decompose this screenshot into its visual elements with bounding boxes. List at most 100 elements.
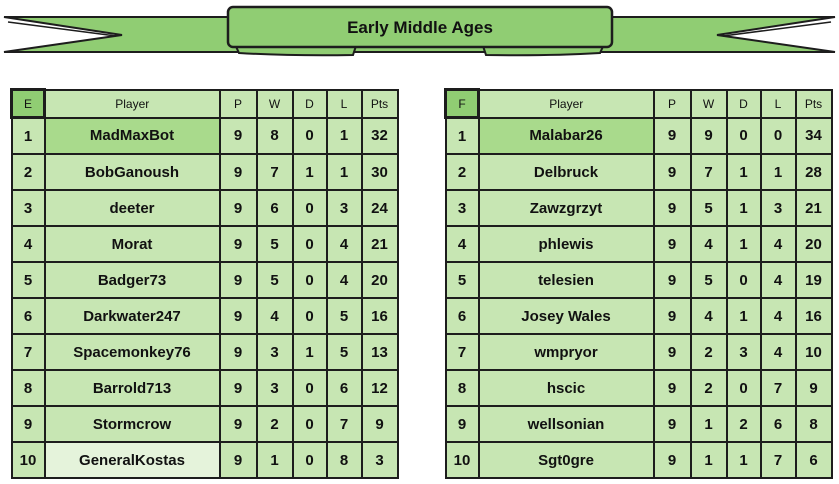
points-cell: 19 <box>794 261 833 299</box>
wins-cell: 5 <box>689 189 728 227</box>
played-cell: 9 <box>652 189 692 227</box>
draws-cell: 1 <box>725 225 762 263</box>
player-cell: wmpryor <box>477 333 655 371</box>
draws-header-cell: D <box>291 88 328 119</box>
player-cell: Zawzgrzyt <box>477 189 655 227</box>
ribbon-title-block <box>226 5 614 49</box>
table-row: 9 Stormcrow 9 2 0 7 9 <box>10 405 399 443</box>
player-cell: deeter <box>43 189 221 227</box>
header-row: E Player P W D L Pts <box>10 88 399 119</box>
table-row: 5 Badger73 9 5 0 4 20 <box>10 261 399 299</box>
group-letter-cell: E <box>10 88 46 119</box>
draws-cell: 1 <box>725 153 762 191</box>
league-table-group-f: F Player P W D L Pts 1 Malabar26 9 9 0 0 34 2 De… <box>444 88 833 479</box>
losses-cell: 7 <box>759 369 797 407</box>
played-cell: 9 <box>218 261 258 299</box>
played-header-cell: P <box>652 88 692 119</box>
points-header-cell: Pts <box>360 88 399 119</box>
rank-cell: 1 <box>10 116 46 155</box>
player-cell: Darkwater247 <box>43 297 221 335</box>
player-header-cell: Player <box>477 88 655 119</box>
rank-cell: 6 <box>444 297 480 335</box>
played-cell: 9 <box>218 333 258 371</box>
points-cell: 9 <box>360 405 399 443</box>
points-cell: 8 <box>794 405 833 443</box>
player-cell: MadMaxBot <box>43 116 221 155</box>
draws-cell: 1 <box>725 189 762 227</box>
player-cell: Delbruck <box>477 153 655 191</box>
draws-cell: 0 <box>291 297 328 335</box>
losses-cell: 5 <box>325 333 363 371</box>
player-cell: phlewis <box>477 225 655 263</box>
player-cell: Josey Wales <box>477 297 655 335</box>
points-cell: 20 <box>794 225 833 263</box>
draws-cell: 2 <box>725 405 762 443</box>
losses-cell: 6 <box>325 369 363 407</box>
draws-cell: 1 <box>291 333 328 371</box>
wins-cell: 7 <box>255 153 294 191</box>
losses-cell: 4 <box>759 297 797 335</box>
rank-cell: 6 <box>10 297 46 335</box>
played-cell: 9 <box>652 116 692 155</box>
player-cell: Stormcrow <box>43 405 221 443</box>
player-cell: wellsonian <box>477 405 655 443</box>
losses-cell: 3 <box>759 189 797 227</box>
rank-cell: 5 <box>10 261 46 299</box>
wins-cell: 7 <box>689 153 728 191</box>
points-cell: 10 <box>794 333 833 371</box>
wins-cell: 9 <box>689 116 728 155</box>
points-cell: 16 <box>360 297 399 335</box>
player-cell: Malabar26 <box>477 116 655 155</box>
rank-cell: 4 <box>444 225 480 263</box>
rank-cell: 2 <box>10 153 46 191</box>
rank-cell: 8 <box>10 369 46 407</box>
played-cell: 9 <box>218 189 258 227</box>
draws-cell: 0 <box>291 441 328 479</box>
rank-cell: 7 <box>444 333 480 371</box>
table-row: 2 BobGanoush 9 7 1 1 30 <box>10 153 399 191</box>
wins-header-cell: W <box>255 88 294 119</box>
player-cell: Barrold713 <box>43 369 221 407</box>
losses-cell: 6 <box>759 405 797 443</box>
draws-cell: 0 <box>291 405 328 443</box>
points-cell: 32 <box>360 116 399 155</box>
wins-cell: 5 <box>255 225 294 263</box>
played-cell: 9 <box>218 225 258 263</box>
table-row: 7 wmpryor 9 2 3 4 10 <box>444 333 833 371</box>
rank-cell: 5 <box>444 261 480 299</box>
losses-cell: 4 <box>759 333 797 371</box>
played-cell: 9 <box>652 261 692 299</box>
points-cell: 3 <box>360 441 399 479</box>
group-letter-cell: F <box>444 88 480 119</box>
wins-cell: 2 <box>689 333 728 371</box>
player-cell: BobGanoush <box>43 153 221 191</box>
wins-cell: 3 <box>255 333 294 371</box>
points-cell: 20 <box>360 261 399 299</box>
table-row: 4 phlewis 9 4 1 4 20 <box>444 225 833 263</box>
played-header-cell: P <box>218 88 258 119</box>
header-row: F Player P W D L Pts <box>444 88 833 119</box>
table-row: 6 Josey Wales 9 4 1 4 16 <box>444 297 833 335</box>
draws-cell: 0 <box>291 369 328 407</box>
losses-cell: 0 <box>759 116 797 155</box>
points-cell: 13 <box>360 333 399 371</box>
draws-header-cell: D <box>725 88 762 119</box>
rank-cell: 1 <box>444 116 480 155</box>
rank-cell: 9 <box>444 405 480 443</box>
player-cell: GeneralKostas <box>43 441 221 479</box>
table-row: 8 Barrold713 9 3 0 6 12 <box>10 369 399 407</box>
losses-cell: 7 <box>325 405 363 443</box>
points-cell: 12 <box>360 369 399 407</box>
losses-cell: 1 <box>325 153 363 191</box>
points-cell: 21 <box>794 189 833 227</box>
wins-cell: 4 <box>689 225 728 263</box>
losses-header-cell: L <box>325 88 363 119</box>
wins-header-cell: W <box>689 88 728 119</box>
ribbon-fold-line-left <box>7 21 117 37</box>
player-cell: Spacemonkey76 <box>43 333 221 371</box>
wins-cell: 1 <box>255 441 294 479</box>
losses-cell: 3 <box>325 189 363 227</box>
rank-cell: 10 <box>10 441 46 479</box>
table-row: 8 hscic 9 2 0 7 9 <box>444 369 833 407</box>
